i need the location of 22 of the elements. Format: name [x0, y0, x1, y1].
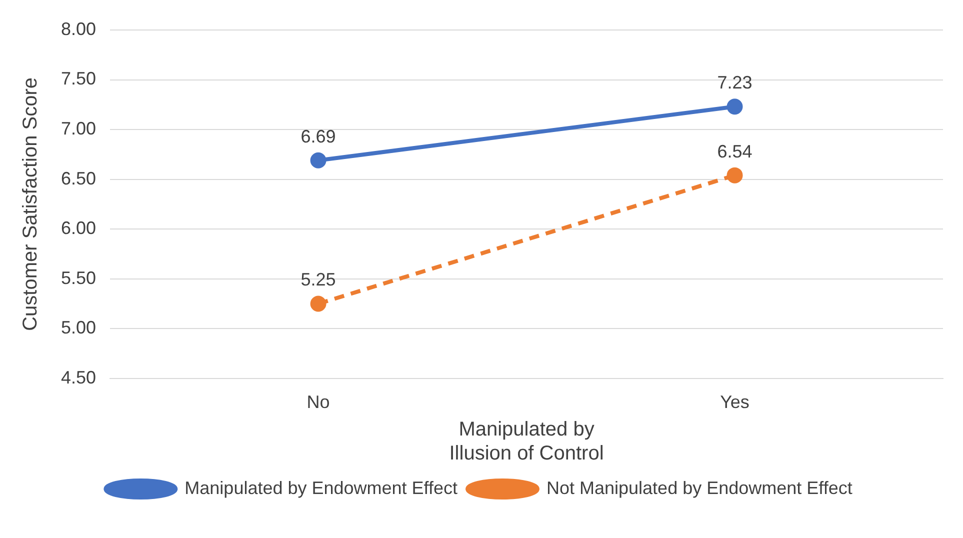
legend-label: Manipulated by Endowment Effect — [184, 478, 458, 498]
y-tick-label: 4.50 — [60, 367, 96, 388]
x-tick-label: Yes — [720, 392, 750, 412]
point — [310, 152, 326, 168]
legend-label: Not Manipulated by Endowment Effect — [546, 478, 852, 498]
data-label: 6.69 — [300, 126, 336, 146]
data-label: 7.23 — [717, 72, 752, 93]
data-label: 5.25 — [300, 270, 336, 290]
y-tick-label: 6.50 — [60, 168, 96, 188]
y-tick-label: 6.00 — [60, 218, 96, 238]
x-axis-title: Manipulated by Illusion of Control — [449, 418, 604, 465]
y-tick-label: 5.00 — [60, 318, 96, 338]
y-tick-label: 7.50 — [60, 68, 96, 89]
y-axis-title: Customer Satisfaction Score — [20, 77, 42, 331]
y-tick-label: 5.50 — [60, 268, 96, 288]
point — [726, 167, 743, 184]
data-label: 6.54 — [717, 141, 752, 162]
y-tick-label: 7.00 — [60, 118, 96, 139]
point — [726, 98, 743, 115]
point — [310, 296, 326, 312]
y-tick-label: 8.00 — [60, 18, 96, 39]
x-tick-label: No — [306, 392, 330, 412]
